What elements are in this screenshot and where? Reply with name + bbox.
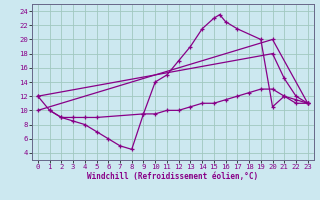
X-axis label: Windchill (Refroidissement éolien,°C): Windchill (Refroidissement éolien,°C) [87,172,258,181]
